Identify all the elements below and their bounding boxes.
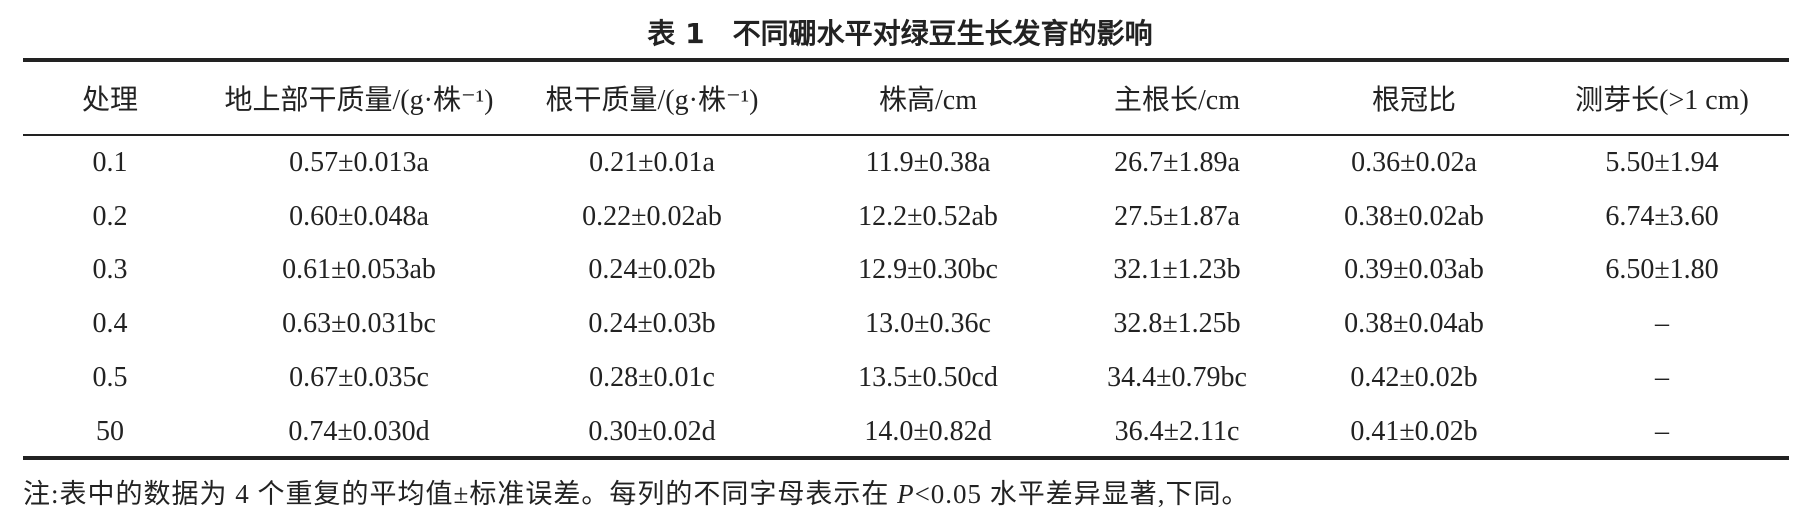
header-cell: 测芽长(>1 cm) [1575,85,1749,116]
cell: 0.1 [92,147,128,178]
cell: 27.5±1.87a [1114,201,1240,232]
cell: 0.39±0.03ab [1344,254,1484,285]
cell: 0.38±0.02ab [1344,201,1484,232]
header-cell: 根干质量/(g·株⁻¹) [545,85,759,116]
cell: – [1655,308,1669,339]
table-note: 注:表中的数据为 4 个重复的平均值±标准误差。每列的不同字母表示在 P<0.0… [23,472,1250,511]
top-rule [23,58,1789,62]
table-title: 表 1 不同硼水平对绿豆生长发育的影响 [647,17,1153,50]
cell: 6.50±1.80 [1605,254,1719,285]
cell: 0.38±0.04ab [1344,308,1484,339]
cell: 0.57±0.013a [289,147,429,178]
cell: 6.74±3.60 [1605,201,1719,232]
cell: 0.21±0.01a [589,147,715,178]
cell: 0.41±0.02b [1350,416,1478,447]
cell: 11.9±0.38a [865,147,991,178]
cell: 13.0±0.36c [865,308,991,339]
cell: 0.30±0.02d [588,416,716,447]
cell: 12.9±0.30bc [858,254,998,285]
note-italic: P [897,479,915,509]
header-rule [23,134,1789,136]
cell: 50 [96,416,124,447]
cell: 0.67±0.035c [289,362,429,393]
cell: 0.28±0.01c [589,362,715,393]
cell: 5.50±1.94 [1605,147,1719,178]
header-cell: 主根长/cm [1114,85,1240,116]
header-cell: 处理 [81,85,139,116]
cell: 0.24±0.03b [588,308,716,339]
cell: 0.24±0.02b [588,254,716,285]
cell: 12.2±0.52ab [858,201,998,232]
bottom-rule [23,456,1789,460]
header-cell: 根冠比 [1371,85,1457,116]
note-text: <0.05 水平差异显著,下同。 [914,479,1250,509]
cell: 0.4 [92,308,128,339]
note-text: 注:表中的数据为 4 个重复的平均值±标准误差。每列的不同字母表示在 [23,479,898,509]
cell: 13.5±0.50cd [858,362,998,393]
cell: 0.5 [92,362,128,393]
cell: 0.42±0.02b [1350,362,1478,393]
cell: 14.0±0.82d [864,416,992,447]
cell: 0.3 [92,254,128,285]
cell: – [1655,416,1669,447]
cell: – [1655,362,1669,393]
cell: 0.63±0.031bc [282,308,436,339]
cell: 0.2 [92,201,128,232]
cell: 26.7±1.89a [1114,147,1240,178]
cell: 0.36±0.02a [1351,147,1477,178]
cell: 0.61±0.053ab [282,254,436,285]
cell: 32.1±1.23b [1113,254,1241,285]
cell: 32.8±1.25b [1113,308,1241,339]
header-cell: 株高/cm [879,85,977,116]
header-cell: 地上部干质量/(g·株⁻¹) [224,85,494,116]
cell: 0.22±0.02ab [582,201,722,232]
cell: 36.4±2.11c [1114,416,1240,447]
cell: 34.4±0.79bc [1107,362,1247,393]
cell: 0.60±0.048a [289,201,429,232]
cell: 0.74±0.030d [288,416,430,447]
